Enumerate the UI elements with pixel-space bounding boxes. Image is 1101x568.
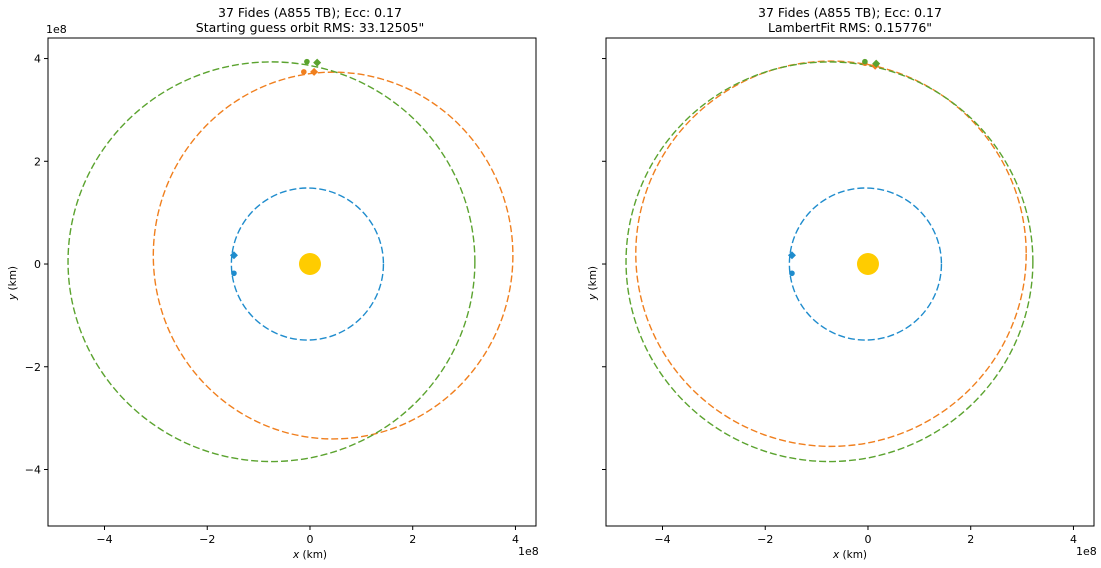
left-diamond-marker-2 [310, 67, 319, 76]
left-diamond-marker-0 [229, 251, 238, 260]
right-diamond-marker-4 [872, 59, 881, 68]
left-plot-area: −4 −2 0 2 4 −4 −2 0 2 4 [25, 37, 537, 546]
right-chart-title: 37 Fides (A855 TB); Ecc: 0.17 [758, 5, 942, 20]
right-x-offset-label: 1e8 [1076, 545, 1097, 558]
left-axes-frame [47, 37, 537, 527]
left-y-tick-label-1: −2 [25, 361, 41, 374]
left-circle-marker-1 [231, 270, 237, 277]
left-diamond-marker-4 [313, 58, 322, 67]
right-plot-area: −4 −2 0 2 4 [602, 37, 1095, 546]
left-x-tick-label-1: −2 [199, 533, 215, 546]
right-y-axis-unit: (km) [587, 266, 599, 291]
left-sun-marker [298, 253, 321, 276]
right-circle-marker-1 [789, 270, 795, 277]
left-y-tick-label-4: 4 [34, 53, 41, 66]
right-axes-frame [605, 37, 1095, 527]
left-y-axis-var: y [7, 293, 19, 301]
left-chart-subtitle: Starting guess orbit RMS: 33.12505" [196, 20, 424, 35]
right-plot-content [625, 58, 1034, 463]
left-plot-content [67, 58, 514, 463]
left-y-axis-unit: (km) [7, 266, 19, 291]
left-observed-orbit [67, 61, 476, 463]
right-x-tick-label-4: 4 [1070, 533, 1077, 546]
right-y-axis-label: y (km) [587, 266, 599, 301]
left-y-tick-label-3: 2 [34, 155, 41, 168]
right-x-tick-label-1: −2 [757, 533, 773, 546]
left-x-tick-label-0: −4 [96, 533, 112, 546]
right-earth-orbit [788, 187, 943, 341]
left-circle-marker-5 [304, 58, 310, 65]
right-x-axis-label: x (km) [832, 549, 867, 561]
right-fides-orbit [635, 60, 1027, 448]
right-circle-marker-5 [862, 58, 868, 65]
right-x-tick-label-2: 0 [864, 533, 871, 546]
left-fides-orbit [152, 71, 514, 440]
left-x-axis-unit: (km) [303, 549, 328, 561]
left-x-tick-label-3: 2 [409, 533, 416, 546]
right-panel: 37 Fides (A855 TB); Ecc: 0.17 LambertFit… [587, 5, 1097, 561]
right-sun-marker [856, 253, 879, 276]
left-x-axis-var: x [292, 549, 300, 561]
right-diamond-marker-0 [787, 251, 796, 260]
left-x-offset-label: 1e8 [518, 545, 539, 558]
right-x-axis-unit: (km) [843, 549, 868, 561]
left-chart-title: 37 Fides (A855 TB); Ecc: 0.17 [218, 5, 402, 20]
right-chart-subtitle: LambertFit RMS: 0.15776" [768, 20, 932, 35]
left-earth-orbit [230, 187, 385, 341]
left-panel: 37 Fides (A855 TB); Ecc: 0.17 Starting g… [7, 5, 539, 561]
right-x-axis-var: x [832, 549, 840, 561]
left-x-tick-label-4: 4 [512, 533, 519, 546]
right-x-tick-label-3: 2 [967, 533, 974, 546]
left-y-tick-label-0: −4 [25, 463, 41, 476]
left-x-tick-label-2: 0 [306, 533, 313, 546]
right-observed-orbit [625, 61, 1034, 463]
right-x-tick-label-0: −4 [654, 533, 670, 546]
left-x-axis-label: x (km) [292, 549, 327, 561]
left-y-axis-label: y (km) [7, 266, 19, 301]
left-y-offset-label: 1e8 [46, 23, 67, 36]
right-y-axis-var: y [587, 293, 599, 301]
left-circle-marker-3 [301, 69, 307, 75]
left-y-tick-label-2: 0 [34, 258, 41, 271]
